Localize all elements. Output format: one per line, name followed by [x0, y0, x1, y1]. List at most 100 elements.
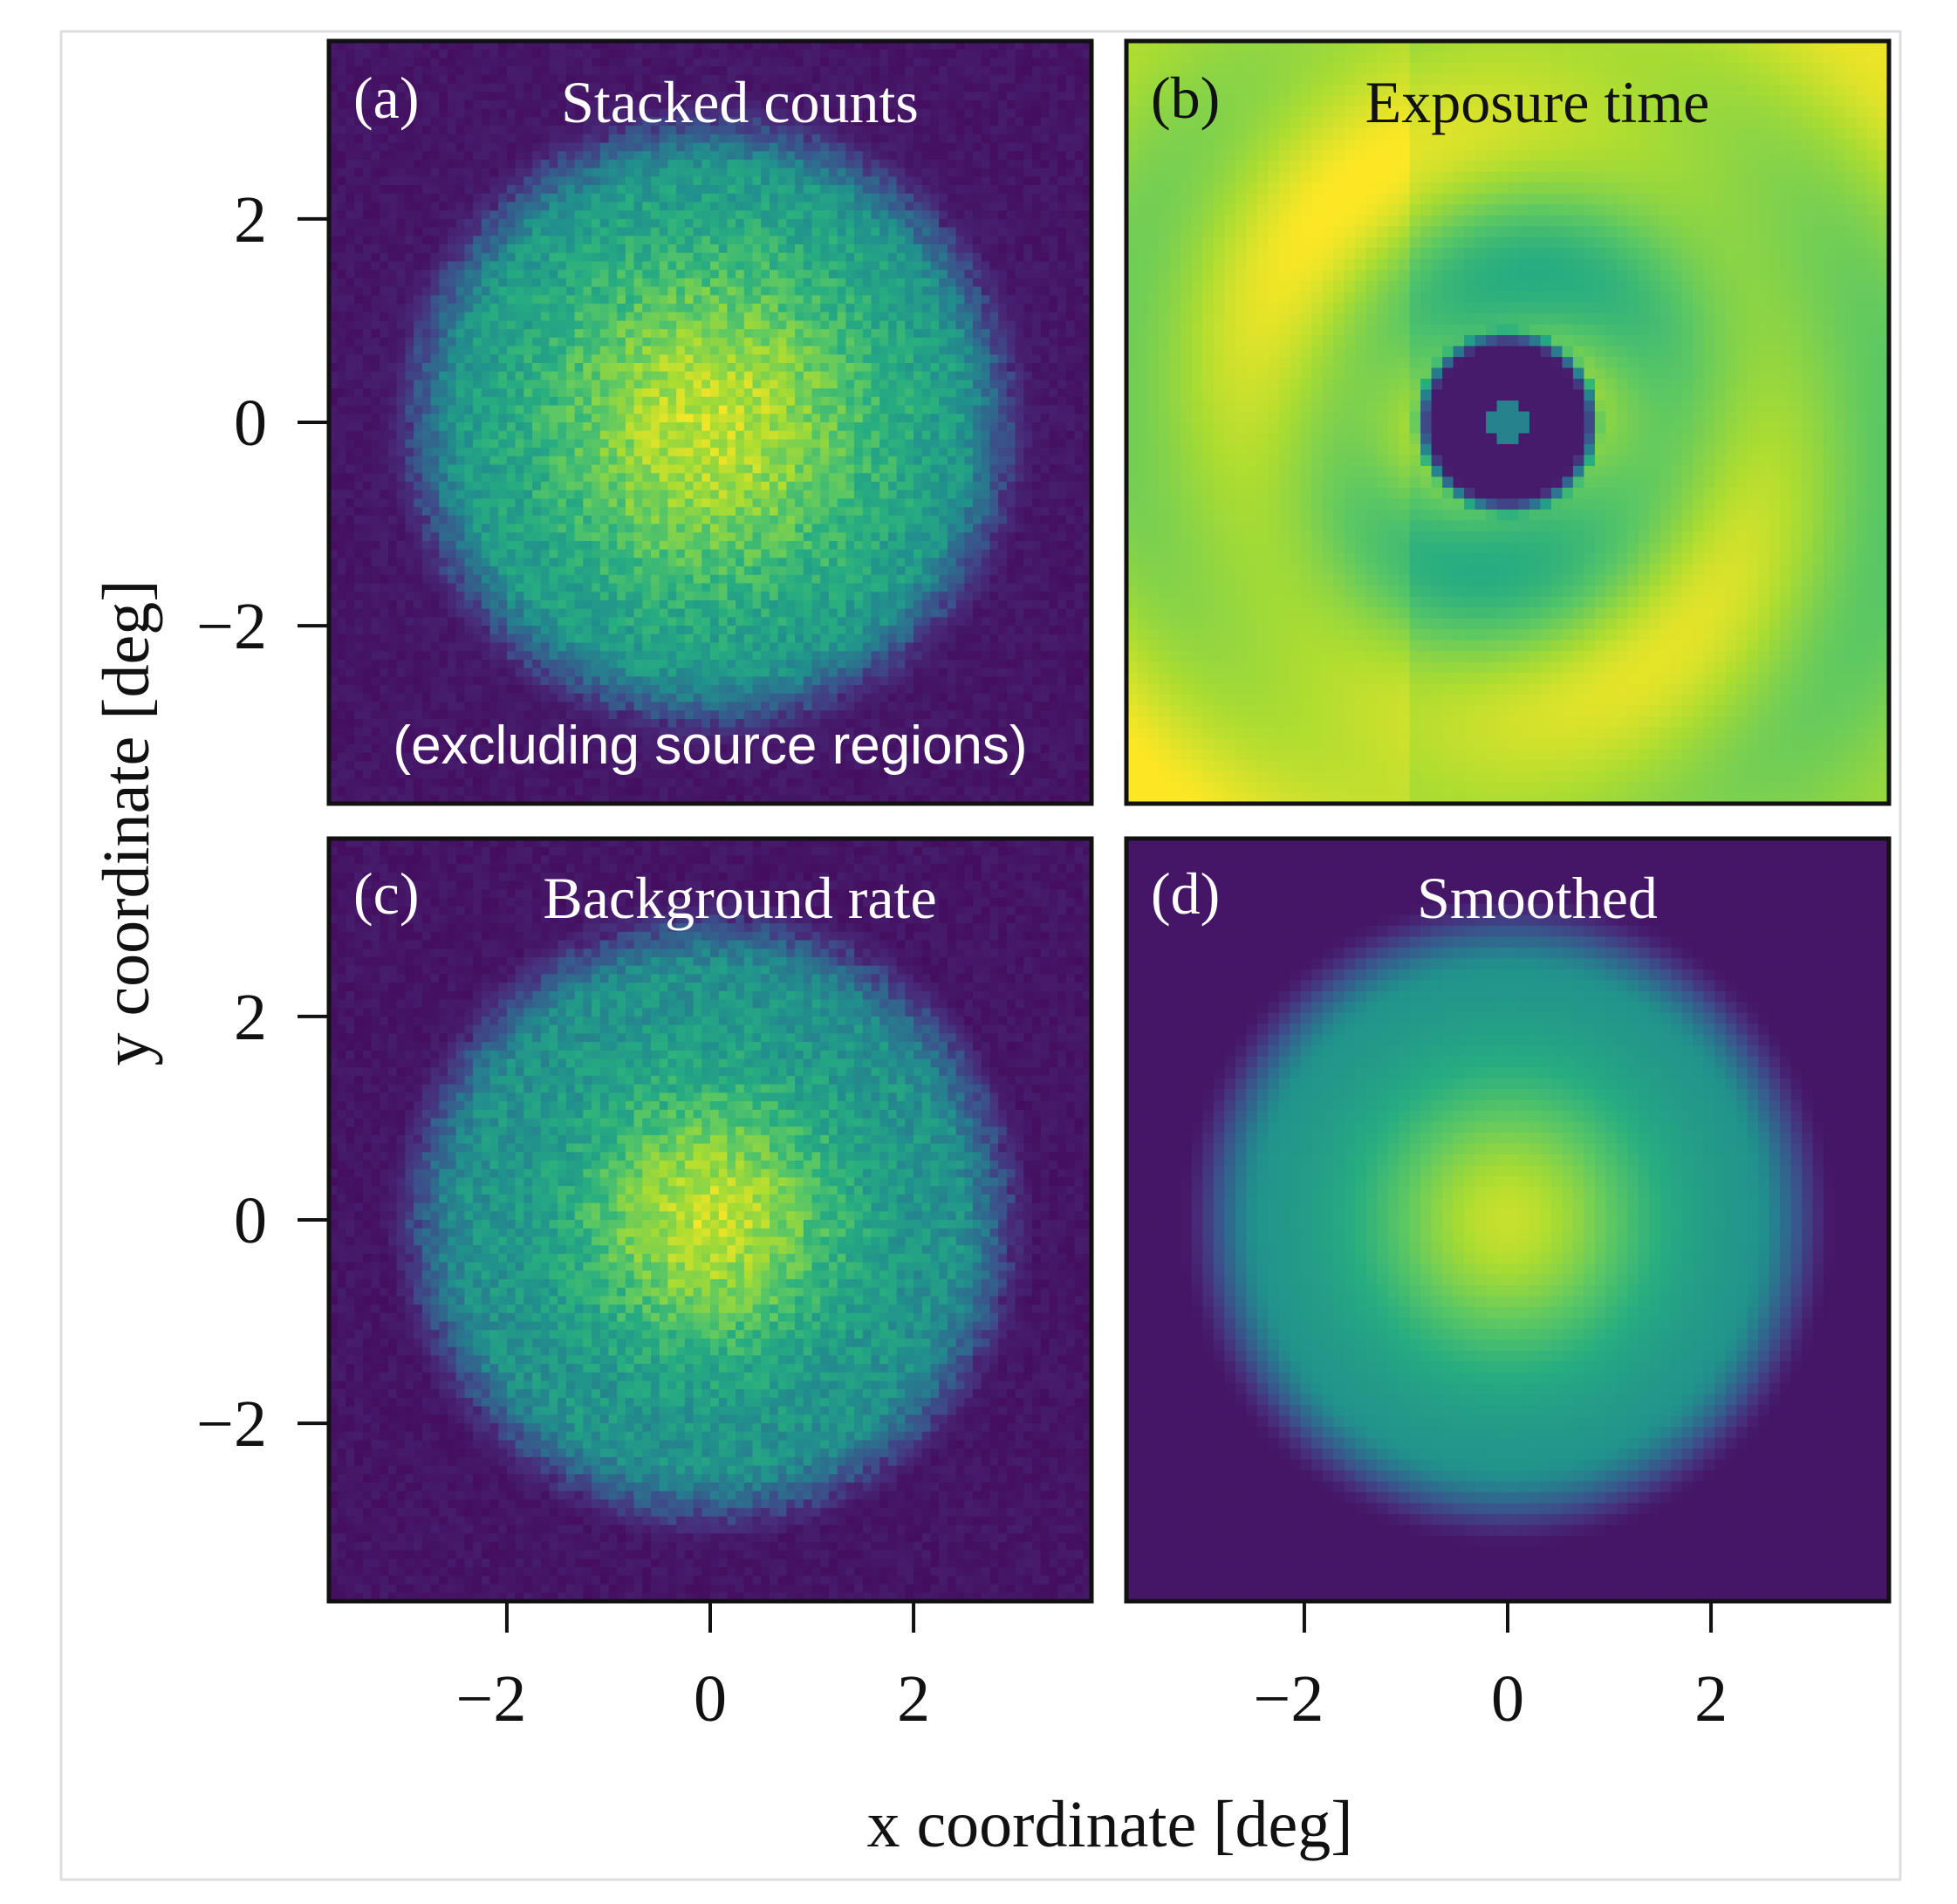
- heatmap-cell: [795, 185, 804, 195]
- heatmap-cell: [447, 126, 457, 135]
- heatmap-cell: [455, 168, 465, 177]
- heatmap-cell: [795, 312, 804, 322]
- heatmap-cell: [743, 193, 754, 203]
- heatmap-cell: [727, 405, 736, 414]
- heatmap-cell: [439, 252, 448, 263]
- heatmap-cell: [455, 244, 465, 254]
- heatmap-cell: [1065, 329, 1076, 339]
- heatmap-cell: [405, 464, 414, 474]
- heatmap-cell: [913, 92, 923, 101]
- heatmap-cell: [558, 388, 567, 398]
- heatmap-cell: [955, 430, 965, 441]
- heatmap-cell: [930, 108, 940, 118]
- heatmap-cell: [693, 83, 702, 92]
- heatmap-cell: [430, 41, 440, 51]
- heatmap-cell: [736, 439, 745, 449]
- heatmap-cell: [820, 99, 830, 110]
- heatmap-cell: [1057, 473, 1067, 483]
- heatmap-cell: [414, 244, 423, 254]
- heatmap-cell: [473, 464, 482, 474]
- heatmap-cell: [549, 41, 558, 51]
- heatmap-cell: [659, 455, 669, 466]
- heatmap-cell: [939, 481, 948, 491]
- heatmap-cell: [473, 354, 482, 364]
- heatmap-cell: [964, 354, 974, 364]
- heatmap-cell: [1006, 405, 1016, 414]
- heatmap-cell: [667, 473, 677, 483]
- heatmap-cell: [455, 286, 465, 296]
- heatmap-cell: [380, 151, 389, 161]
- heatmap-cell: [430, 388, 440, 398]
- heatmap-cell: [523, 405, 533, 414]
- heatmap-cell: [1040, 252, 1050, 263]
- heatmap-cell: [998, 490, 1008, 499]
- heatmap-cell: [574, 448, 584, 457]
- heatmap-cell: [489, 134, 499, 144]
- heatmap-cell: [1023, 498, 1033, 508]
- heatmap-cell: [964, 490, 974, 499]
- heatmap-cell: [439, 58, 448, 67]
- heatmap-cell: [989, 380, 999, 389]
- heatmap-cell: [565, 49, 576, 59]
- heatmap-cell: [803, 151, 813, 161]
- heatmap-cell: [769, 202, 779, 211]
- heatmap-cell: [489, 490, 499, 499]
- heatmap-cell: [930, 244, 940, 254]
- heatmap-cell: [523, 58, 533, 67]
- heatmap-cell: [786, 126, 796, 135]
- heatmap-cell: [455, 312, 465, 322]
- heatmap-cell: [786, 202, 796, 211]
- heatmap-cell: [710, 252, 720, 263]
- heatmap-cell: [473, 185, 482, 195]
- heatmap-cell: [380, 277, 389, 288]
- heatmap-cell: [592, 388, 601, 398]
- heatmap-cell: [396, 117, 406, 127]
- heatmap-cell: [710, 126, 720, 135]
- heatmap-cell: [887, 210, 898, 220]
- heatmap-cell: [506, 99, 517, 110]
- heatmap-cell: [905, 380, 914, 389]
- heatmap-cell: [387, 507, 398, 517]
- heatmap-cell: [701, 99, 711, 110]
- heatmap-cell: [973, 363, 982, 373]
- heatmap-cell: [633, 193, 643, 203]
- heatmap-cell: [828, 185, 838, 195]
- heatmap-cell: [727, 168, 736, 177]
- heatmap-cell: [421, 108, 432, 118]
- heatmap-cell: [913, 134, 923, 144]
- heatmap-cell: [642, 252, 652, 263]
- heatmap-cell: [625, 99, 635, 110]
- heatmap-cell: [667, 498, 677, 508]
- heatmap-cell: [718, 49, 729, 59]
- heatmap-cell: [820, 354, 830, 364]
- heatmap-cell: [998, 126, 1008, 135]
- heatmap-cell: [828, 396, 838, 407]
- heatmap-cell: [964, 41, 974, 51]
- heatmap-cell: [380, 295, 389, 305]
- heatmap-cell: [743, 92, 754, 101]
- heatmap-cell: [515, 286, 524, 296]
- heatmap-cell: [820, 202, 830, 211]
- heatmap-cell: [439, 439, 448, 449]
- heatmap-cell: [337, 244, 347, 254]
- heatmap-cell: [489, 244, 499, 254]
- heatmap-cell: [803, 236, 813, 245]
- heatmap-cell: [1074, 455, 1084, 466]
- heatmap-cell: [346, 236, 355, 245]
- heatmap-cell: [964, 185, 974, 195]
- heatmap-cell: [676, 151, 686, 161]
- heatmap-cell: [558, 371, 567, 381]
- heatmap-cell: [887, 380, 898, 389]
- heatmap-cell: [905, 455, 914, 466]
- heatmap-cell: [473, 193, 482, 203]
- heatmap-cell: [752, 490, 762, 499]
- heatmap-cell: [896, 218, 906, 229]
- heatmap-cell: [896, 41, 906, 51]
- heatmap-cell: [955, 481, 965, 491]
- heatmap-cell: [447, 329, 457, 339]
- heatmap-cell: [354, 498, 364, 508]
- heatmap-cell: [414, 151, 423, 161]
- heatmap-cell: [421, 66, 432, 76]
- heatmap-cell: [854, 227, 864, 236]
- heatmap-cell: [1023, 134, 1033, 144]
